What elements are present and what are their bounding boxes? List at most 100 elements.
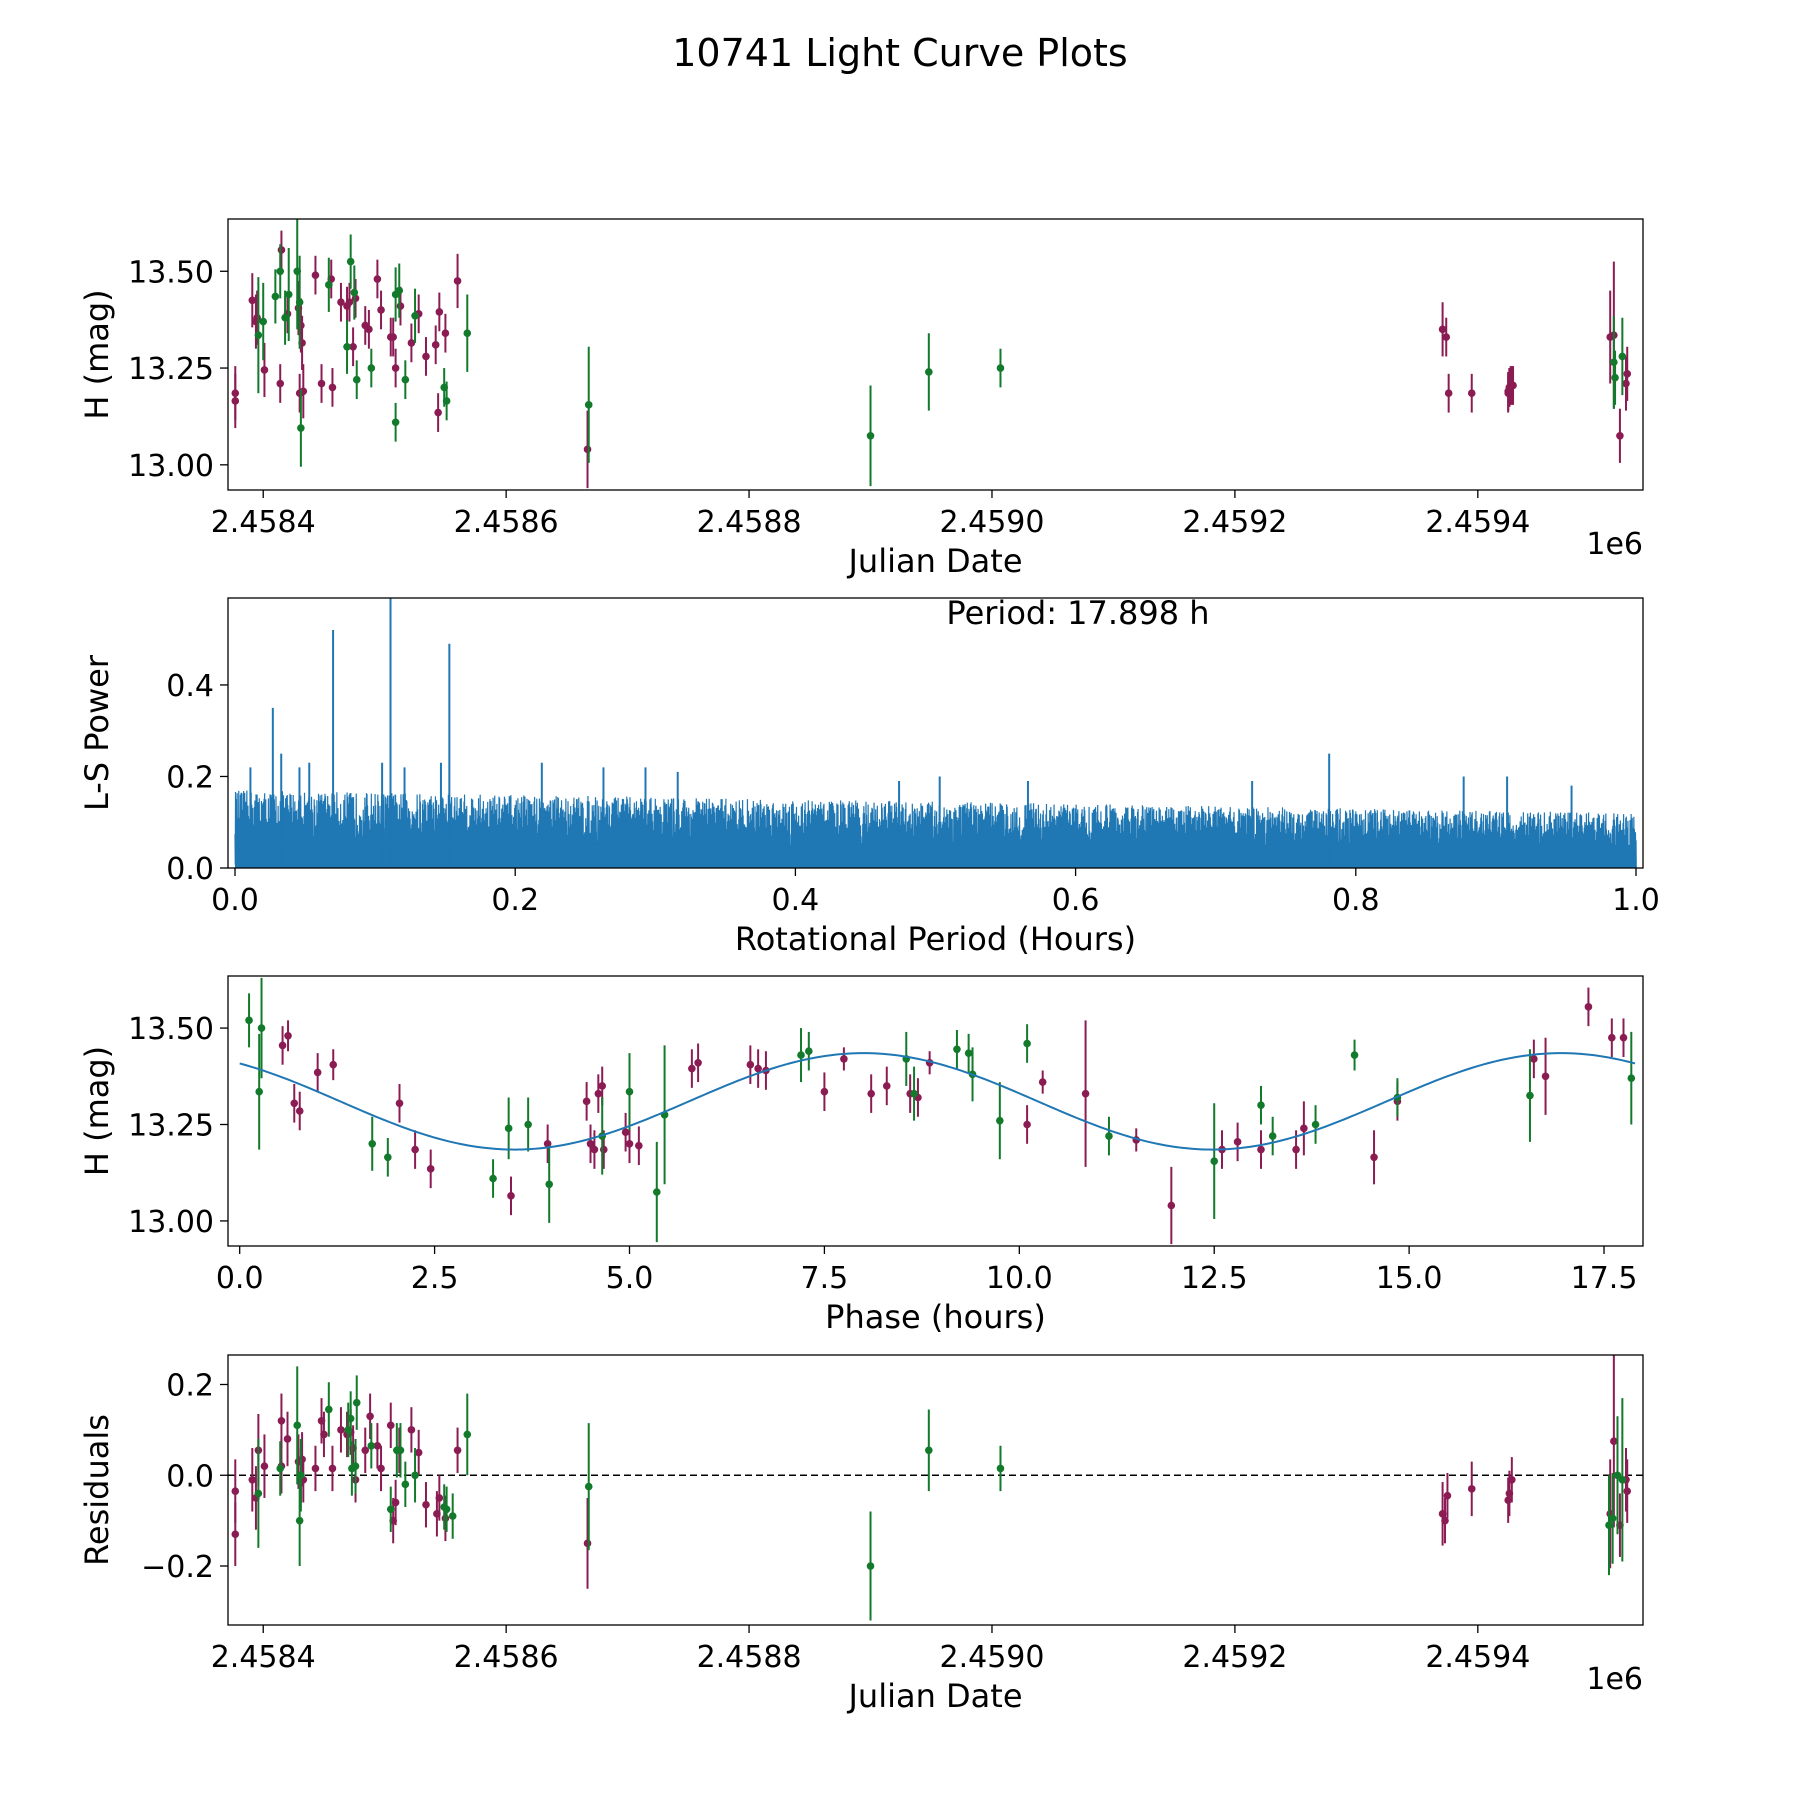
x-tick-label: 2.4586 [454,505,559,540]
data-point [1023,1120,1031,1129]
x-tick-label: 0.0 [211,883,259,918]
data-point [422,352,430,361]
y-tick-label: 0.4 [166,669,214,704]
data-point [395,286,404,295]
data-point [407,339,416,347]
data-point [1530,1055,1538,1063]
x-tick-label: 2.4592 [1182,505,1287,540]
data-point [543,1139,552,1148]
data-point [594,1089,603,1098]
data-point [1541,1072,1550,1081]
data-point [1438,325,1447,334]
data-point [453,277,462,285]
data-point [1350,1051,1359,1059]
data-point [325,1405,333,1414]
data-point [295,1516,304,1525]
data-point [259,317,268,326]
y-tick-label: 13.25 [128,352,214,387]
series-g [254,219,1627,487]
data-point [599,1145,608,1154]
x-tick-label: 10.0 [986,1261,1053,1296]
data-point [925,368,933,376]
data-point [507,1192,515,1200]
data-point [329,1060,338,1069]
data-point [1257,1101,1265,1110]
data-point [1441,1516,1449,1525]
data-point [396,1446,405,1455]
x-tick-label: 2.4590 [939,505,1044,540]
data-point [996,1464,1005,1473]
data-point [337,1426,345,1434]
data-point [996,1116,1004,1125]
series-g [254,1366,1627,1621]
data-point [284,290,293,299]
data-point [283,1435,292,1443]
data-point [1210,1157,1219,1165]
data-point [583,445,592,454]
y-axis-label: H (mag) [78,1046,116,1176]
data-point [391,1498,400,1507]
plot-area [231,219,1632,489]
data-point [1623,370,1632,378]
data-point [688,1064,696,1073]
x-axis-label: Phase (hours) [825,1298,1046,1336]
x-axis-label: Julian Date [846,1677,1022,1715]
data-point [1443,1491,1452,1500]
y-axis-label: H (mag) [78,289,116,419]
data-point [401,1480,410,1489]
data-point [1623,1487,1632,1495]
data-point [377,306,385,314]
x-tick-label: 2.4588 [697,1640,802,1675]
data-point [311,271,320,279]
data-point [867,1089,875,1098]
data-point [346,257,355,266]
data-point [1370,1153,1378,1162]
data-point [293,1421,302,1430]
data-point [277,246,286,254]
data-point [373,1441,382,1450]
data-point [435,1494,444,1502]
data-point [317,379,326,388]
x-tick-label: 5.0 [606,1261,654,1296]
y-tick-label: 13.25 [128,1109,214,1144]
data-point [352,1398,361,1407]
x-tick-label: 2.4584 [211,1640,316,1675]
data-point [411,1471,419,1480]
x-tick-label: 7.5 [801,1261,849,1296]
data-point [1300,1124,1308,1133]
data-point [1619,1033,1628,1042]
data-point [1292,1145,1300,1154]
data-point [320,1430,328,1439]
x-axis-label: Rotational Period (Hours) [735,920,1136,958]
data-point [1233,1138,1242,1146]
x-tick-label: 2.4584 [211,505,316,540]
power-fill [235,844,1636,868]
x-tick-label: 2.5 [411,1261,459,1296]
data-point [1444,389,1453,398]
y-tick-label: −0.2 [141,1550,214,1585]
data-point [367,1441,376,1450]
data-point [231,1487,240,1495]
axes-frame [227,218,1644,491]
x-tick-label: 0.0 [216,1261,264,1296]
data-point [694,1058,702,1067]
data-point [343,342,351,351]
data-point [254,331,263,339]
data-point [797,1051,805,1059]
data-point [290,1099,299,1108]
data-point [365,325,373,334]
data-point [260,1462,269,1470]
plot-area [231,1355,1632,1621]
x-axis-label: Julian Date [846,542,1022,580]
data-point [625,1139,634,1148]
data-point [1611,373,1619,382]
data-point [996,364,1005,372]
data-point [448,1512,457,1520]
data-point [281,313,289,322]
data-point [1627,1074,1636,1083]
data-point [586,1139,595,1148]
data-point [298,1455,306,1464]
data-point [1608,1514,1617,1523]
